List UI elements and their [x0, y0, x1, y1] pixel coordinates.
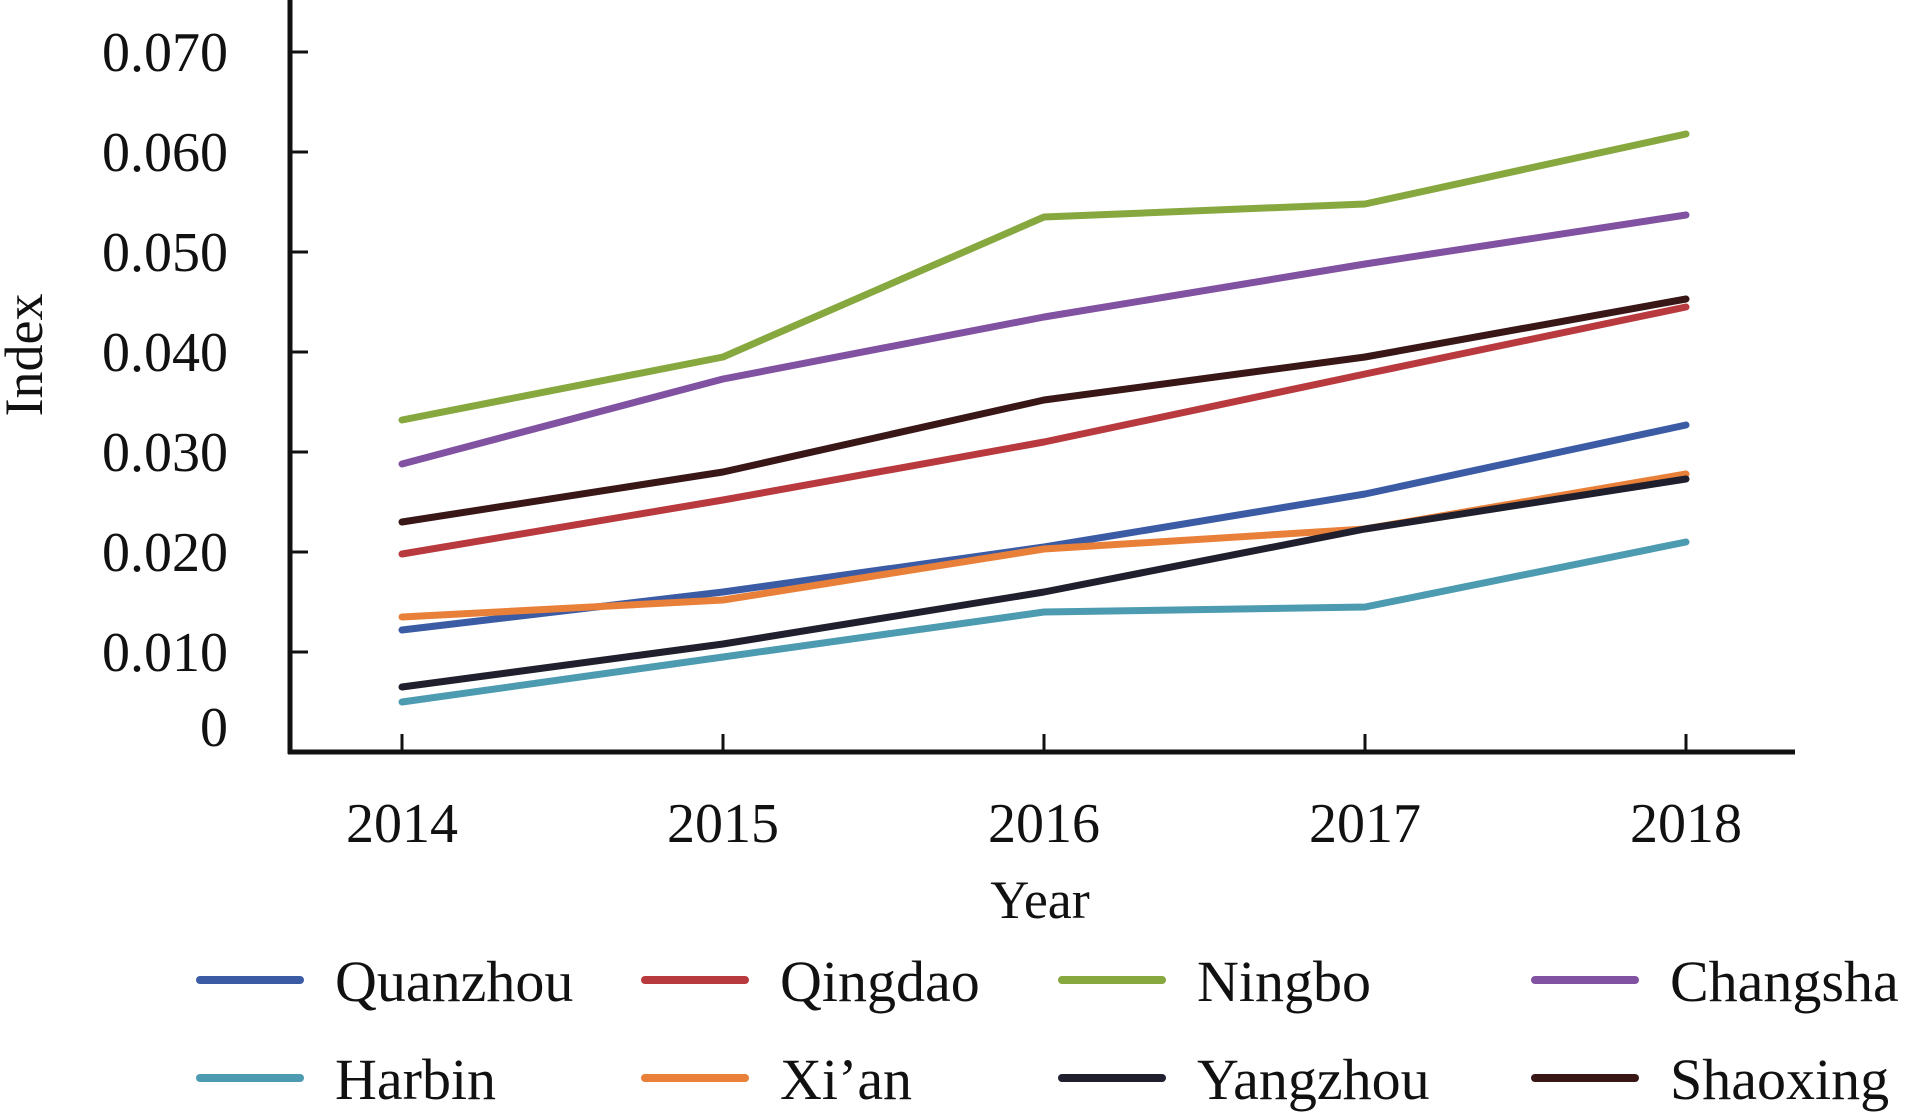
legend-label-yangzhou: Yangzhou: [1197, 1047, 1430, 1112]
x-tick-label: 2016: [988, 793, 1100, 855]
series-line-changsha: [398, 211, 1690, 468]
series-lines: [398, 130, 1690, 706]
x-tick-label: 2018: [1630, 793, 1742, 855]
axes: [287, 0, 1795, 755]
legend-label-changsha: Changsha: [1670, 949, 1899, 1014]
legend: Quanzhou Qingdao Ningbo Changsha Harbin Xi’an…: [196, 949, 1899, 1112]
legend-label-ningbo: Ningbo: [1197, 949, 1371, 1014]
series-line-yangzhou: [398, 475, 1690, 691]
legend-label-harbin: Harbin: [335, 1047, 496, 1112]
y-tick-label: 0.010: [102, 622, 228, 684]
y-tick-label: 0.070: [102, 22, 228, 84]
series-line-qingdao: [398, 303, 1690, 558]
series-line-harbin: [398, 538, 1690, 706]
series-line-quanzhou: [398, 421, 1690, 634]
x-tick-label: 2014: [346, 793, 458, 855]
y-tick-label: 0.050: [102, 222, 228, 284]
series-line-shaoxing: [398, 295, 1690, 526]
legend-label-qingdao: Qingdao: [780, 949, 980, 1014]
x-tick-label: 2015: [667, 793, 779, 855]
legend-label-quanzhou: Quanzhou: [335, 949, 573, 1014]
x-axis-title: Year: [990, 870, 1090, 930]
y-tick-label: 0.020: [102, 522, 228, 584]
tick-labels: 0 0.010 0.020 0.030 0.040 0.050 0.060 0.070 2014…: [102, 22, 1742, 855]
y-tick-label: 0.040: [102, 322, 228, 384]
legend-label-xian: Xi’an: [780, 1047, 912, 1112]
series-line-ningbo: [398, 130, 1690, 424]
x-tick-label: 2017: [1309, 793, 1421, 855]
y-axis-title: Index: [0, 294, 54, 417]
y-tick-label: 0: [200, 697, 228, 759]
y-tick-label: 0.060: [102, 122, 228, 184]
legend-label-shaoxing: Shaoxing: [1670, 1047, 1889, 1112]
y-tick-label: 0.030: [102, 422, 228, 484]
